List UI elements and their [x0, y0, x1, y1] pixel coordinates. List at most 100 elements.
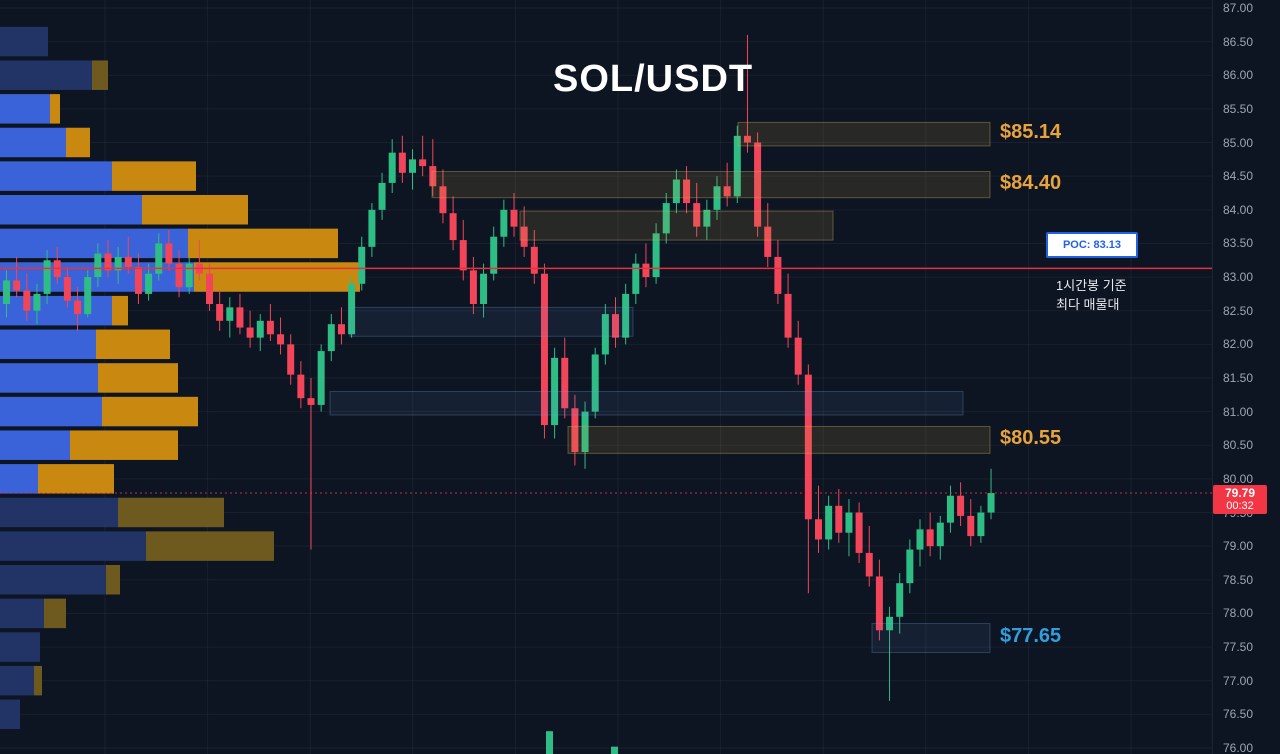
volume-profile-bar-orange — [98, 363, 178, 393]
candle-body — [124, 256, 132, 267]
supply-demand-zone[interactable] — [519, 210, 834, 241]
candle-body — [540, 273, 548, 426]
candle-body — [896, 583, 904, 617]
candle-body — [409, 159, 416, 173]
price-axis-label: 86.00 — [1223, 68, 1254, 83]
price-axis-label: 79.00 — [1223, 539, 1254, 554]
candle-body — [206, 273, 213, 304]
bottom-candle-stub — [611, 746, 618, 754]
price-axis-label: 83.50 — [1223, 236, 1254, 251]
candle-body — [723, 186, 731, 197]
price-axis-label: 78.50 — [1223, 572, 1254, 587]
candle-body — [84, 277, 92, 315]
volume-profile-bar-orange — [96, 329, 170, 360]
candle-body — [266, 320, 274, 335]
candle-body — [216, 304, 224, 321]
volume-profile-bar-blue — [0, 295, 112, 326]
candle-body — [825, 505, 833, 540]
volume-profile-bar-blue — [0, 531, 146, 561]
candle-body — [815, 519, 822, 540]
candle-body — [784, 293, 792, 338]
candle-body — [63, 277, 71, 301]
volume-profile-bar-orange — [70, 430, 178, 460]
candle-body — [327, 324, 335, 352]
candle-body — [926, 529, 934, 547]
candle-body — [317, 351, 325, 405]
supply-demand-zone[interactable] — [871, 623, 991, 653]
poc-annotation-line2: 최다 매물대 — [1056, 297, 1120, 312]
candle-body — [754, 142, 762, 227]
volume-profile-bar-blue — [0, 195, 142, 225]
supply-demand-zone[interactable] — [567, 425, 991, 454]
candle-body — [632, 263, 640, 294]
candle-body — [703, 209, 711, 227]
price-axis-label: 85.00 — [1223, 135, 1254, 150]
candle-body — [368, 209, 376, 247]
volume-profile-bar-orange — [142, 195, 248, 225]
candle-body — [612, 314, 619, 338]
supply-demand-zone[interactable] — [329, 390, 964, 416]
candle-body — [337, 324, 345, 335]
volume-profile-bar-orange — [106, 565, 120, 595]
candle-body — [469, 270, 477, 304]
volume-profile-bar-orange — [118, 497, 224, 528]
candle-body — [946, 495, 954, 523]
poc-label[interactable]: POC: 83.13 — [1046, 232, 1138, 258]
candle-body — [23, 290, 31, 311]
candle-body — [530, 246, 538, 274]
volume-profile-bar-blue — [0, 26, 48, 57]
candle-body — [733, 135, 741, 197]
candle-body — [713, 186, 721, 210]
candle-body — [662, 203, 670, 234]
candle-body — [246, 327, 254, 338]
candle-body — [581, 411, 589, 452]
volume-profile-bar-orange — [188, 228, 338, 259]
candle-body — [94, 253, 102, 278]
candle-body — [226, 307, 234, 321]
poc-annotation: 1시간봉 기준 최다 매물대 — [1056, 276, 1127, 314]
volume-profile-bar-blue — [0, 329, 96, 360]
price-axis-label: 82.50 — [1223, 303, 1254, 318]
candle-body — [510, 209, 518, 227]
current-price-badge: 79.79 00:32 — [1213, 485, 1267, 515]
price-axis-label: 83.00 — [1223, 270, 1254, 285]
candle-body — [348, 283, 356, 335]
volume-profile-bar-blue — [0, 94, 50, 124]
volume-profile-bar-orange — [102, 396, 198, 427]
volume-profile-bar-blue — [0, 430, 70, 460]
candle-body — [43, 260, 51, 294]
supply-demand-zone[interactable] — [349, 306, 634, 337]
candle-body — [500, 209, 508, 237]
poc-label-text: POC: 83.13 — [1062, 239, 1122, 251]
chart-title: SOL/USDT — [553, 58, 754, 100]
volume-profile-bar-blue — [0, 363, 98, 393]
supply-demand-zone[interactable] — [431, 170, 991, 199]
volume-profile-bar-blue — [0, 598, 44, 629]
candle-body — [277, 334, 285, 345]
candle-body — [571, 408, 579, 452]
candle-body — [794, 337, 802, 375]
price-axis[interactable]: 87.00 86.50 86.00 85.50 85.00 84.50 84.00 83.50… — [1212, 0, 1280, 754]
candle-body — [307, 398, 315, 405]
candle-body — [672, 179, 680, 204]
price-axis-label: 84.00 — [1223, 202, 1254, 217]
volume-profile-bar-blue — [0, 464, 38, 494]
candle-body — [490, 236, 498, 274]
candle-body — [764, 226, 772, 257]
volume-profile-bar-orange — [92, 60, 108, 90]
price-axis-label: 77.00 — [1223, 673, 1254, 688]
volume-profile-bar-orange — [34, 665, 42, 696]
candle-body — [429, 166, 437, 187]
price-axis-label: 80.50 — [1223, 438, 1254, 453]
candle-body — [916, 529, 924, 550]
candle-body — [936, 522, 944, 547]
candle-body — [287, 344, 295, 375]
candle-body — [855, 512, 863, 553]
candle-body — [145, 273, 153, 294]
price-axis-label: 84.50 — [1223, 169, 1254, 184]
candle-body — [358, 246, 366, 284]
candle-body — [987, 493, 995, 513]
candle-body — [835, 505, 843, 533]
supply-demand-zone[interactable] — [737, 121, 991, 147]
